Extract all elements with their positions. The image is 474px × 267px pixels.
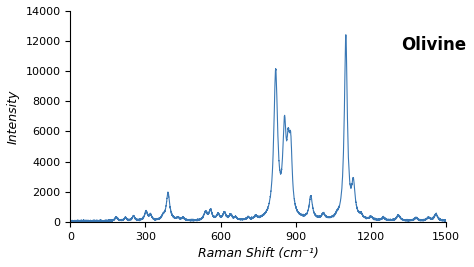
Y-axis label: Intensity: Intensity [7,89,20,144]
Text: Olivine: Olivine [401,36,466,54]
X-axis label: Raman Shift (cm⁻¹): Raman Shift (cm⁻¹) [198,247,319,260]
